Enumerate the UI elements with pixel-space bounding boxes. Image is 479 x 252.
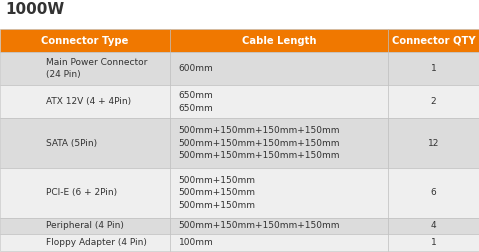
Bar — [170, 52, 388, 85]
Bar — [0, 118, 170, 168]
Bar — [170, 29, 388, 52]
Text: ATX 12V (4 + 4Pin): ATX 12V (4 + 4Pin) — [46, 97, 131, 106]
Bar — [0, 218, 170, 234]
Bar — [388, 168, 479, 218]
Text: 600mm: 600mm — [179, 64, 214, 73]
Bar — [0, 168, 170, 218]
Text: 12: 12 — [428, 139, 439, 148]
Text: Connector Type: Connector Type — [41, 36, 129, 46]
Text: Floppy Adapter (4 Pin): Floppy Adapter (4 Pin) — [46, 238, 147, 247]
Text: 500mm+150mm
500mm+150mm
500mm+150mm: 500mm+150mm 500mm+150mm 500mm+150mm — [179, 176, 256, 210]
Bar — [0, 234, 170, 251]
Text: 2: 2 — [431, 97, 436, 106]
Bar — [388, 29, 479, 52]
Text: 1: 1 — [431, 64, 436, 73]
Text: Cable Length: Cable Length — [242, 36, 316, 46]
Bar — [0, 85, 170, 118]
Bar — [388, 52, 479, 85]
Bar — [388, 85, 479, 118]
Bar — [388, 234, 479, 251]
Bar — [170, 168, 388, 218]
Text: 1000W: 1000W — [6, 2, 65, 17]
Text: 4: 4 — [431, 222, 436, 230]
Bar — [170, 118, 388, 168]
Bar — [170, 234, 388, 251]
Bar — [388, 218, 479, 234]
Text: 100mm: 100mm — [179, 238, 214, 247]
Text: Connector QTY: Connector QTY — [392, 36, 475, 46]
Text: Peripheral (4 Pin): Peripheral (4 Pin) — [46, 222, 124, 230]
Bar — [0, 29, 170, 52]
Text: PCI-E (6 + 2Pin): PCI-E (6 + 2Pin) — [46, 188, 116, 197]
Text: Main Power Connector
(24 Pin): Main Power Connector (24 Pin) — [46, 58, 147, 79]
Text: SATA (5Pin): SATA (5Pin) — [46, 139, 97, 148]
Bar — [170, 218, 388, 234]
Bar — [170, 85, 388, 118]
Text: 500mm+150mm+150mm+150mm
500mm+150mm+150mm+150mm
500mm+150mm+150mm+150mm: 500mm+150mm+150mm+150mm 500mm+150mm+150m… — [179, 126, 340, 160]
Text: 500mm+150mm+150mm+150mm: 500mm+150mm+150mm+150mm — [179, 222, 340, 230]
Text: 6: 6 — [431, 188, 436, 197]
Text: 1: 1 — [431, 238, 436, 247]
Bar — [388, 118, 479, 168]
Text: 650mm
650mm: 650mm 650mm — [179, 91, 214, 113]
Bar — [0, 52, 170, 85]
